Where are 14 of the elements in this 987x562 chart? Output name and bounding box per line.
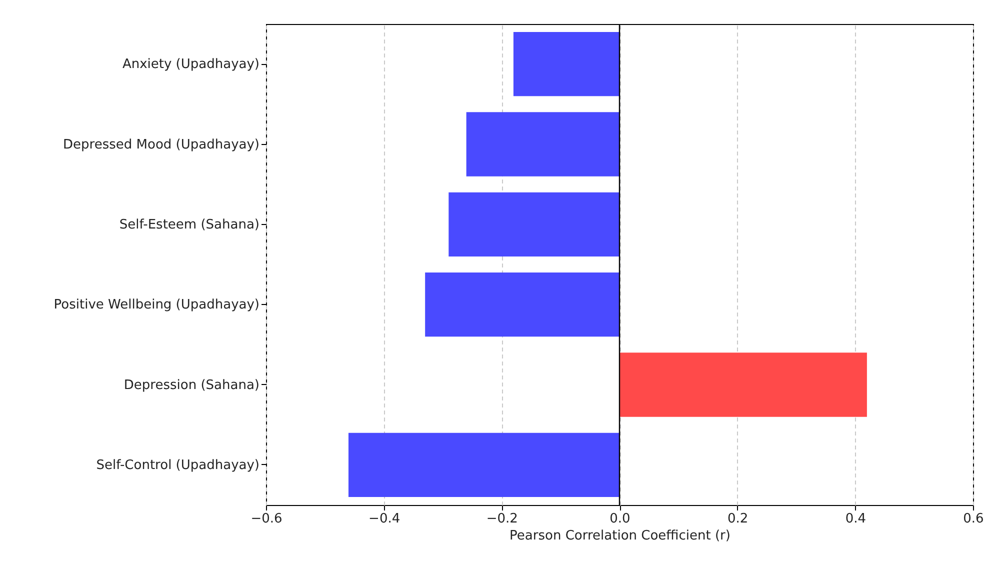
x-tick-label: −0.2 bbox=[486, 512, 518, 526]
y-tick-label: Positive Wellbeing (Upadhayay) bbox=[54, 298, 260, 313]
y-tick-label: Self-Control (Upadhayay) bbox=[96, 458, 260, 473]
y-tick-label: Anxiety (Upadhayay) bbox=[122, 57, 260, 72]
x-tick-label: 0.4 bbox=[845, 512, 866, 526]
x-tick-label: 0.0 bbox=[610, 512, 630, 526]
x-tick-label: 0.2 bbox=[727, 512, 748, 526]
x-tick-label: 0.6 bbox=[963, 512, 984, 526]
x-tick-label: −0.6 bbox=[250, 512, 282, 526]
y-tick-label: Depressed Mood (Upadhayay) bbox=[63, 137, 260, 152]
x-axis-title: Pearson Correlation Coefficient (r) bbox=[510, 528, 730, 544]
y-tick-label: Depression (Sahana) bbox=[124, 378, 260, 393]
y-tick-label: Self-Esteem (Sahana) bbox=[119, 217, 260, 232]
x-tick-label: −0.4 bbox=[368, 512, 400, 526]
